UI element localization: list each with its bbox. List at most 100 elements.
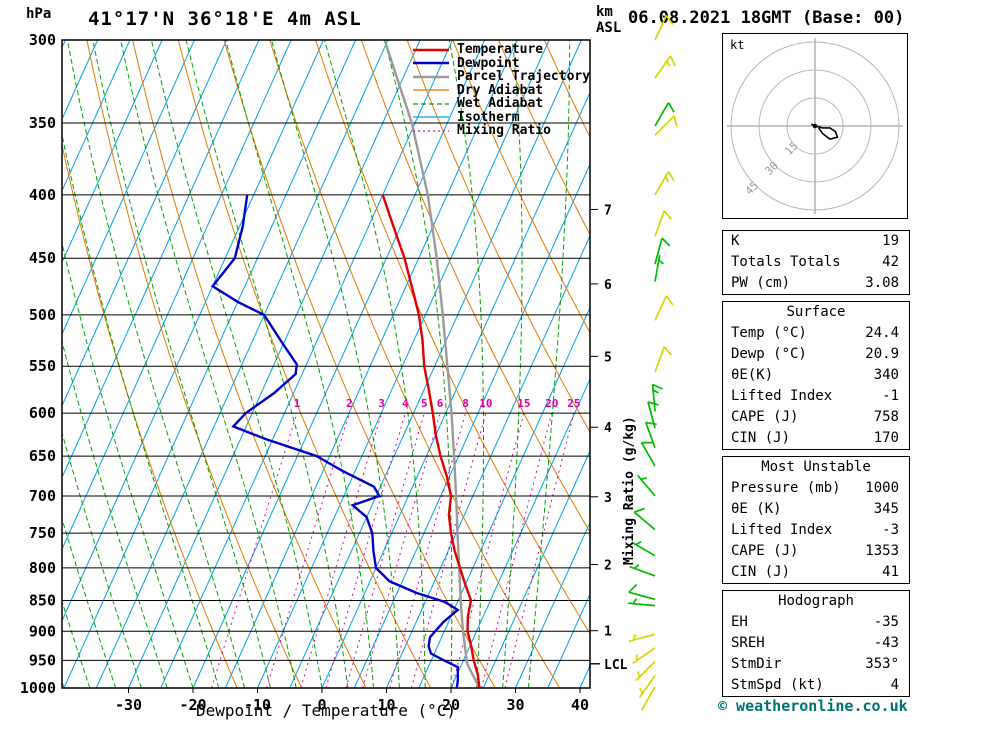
wind-barb [645,421,657,449]
wind-barb [640,686,656,711]
stat-table: Surface Temp (°C) 24.4 Dewp (°C) 20.9 θE(K) 34… [722,301,910,450]
pressure-gridlines [62,39,590,689]
stat-value: 3.08 [865,275,899,291]
stat-row: CAPE (J) 758 [723,407,909,428]
svg-text:400: 400 [29,186,56,204]
svg-text:650: 650 [29,447,56,465]
chart-title: 41°17'N 36°18'E 4m ASL [88,8,362,30]
svg-text:0: 0 [317,696,326,714]
plot-border [61,39,591,689]
stat-table-title: Surface [786,304,846,320]
stat-row: PW (cm) 3.08 [723,273,909,294]
chart-legend: Temperature Dewpoint Parcel Trajectory Dry … [412,42,590,138]
legend-swatch [413,48,449,51]
wind-barb [654,102,675,127]
stat-row: EH -35 [723,612,909,633]
legend-item: Dry Adiabat [412,83,590,98]
stat-row: StmDir 353° [723,654,909,675]
wind-barb [651,383,663,412]
stat-label: Totals Totals [731,254,841,270]
svg-text:5: 5 [421,397,428,410]
stat-value: 41 [882,564,899,580]
svg-text:8: 8 [462,397,469,410]
stat-table: Hodograph EH -35 SREH -43 StmDir 353° StmSpd (k… [722,590,910,697]
svg-text:-20: -20 [179,696,206,714]
stat-value: 42 [882,254,899,270]
stat-value: 1000 [865,480,899,496]
hodograph-origin-dot [812,123,818,129]
stat-label: CIN (J) [731,564,791,580]
svg-text:450: 450 [29,249,56,267]
legend-item: Mixing Ratio [412,123,590,138]
wind-barb [654,237,671,265]
stat-label: StmSpd (kt) [731,677,824,693]
svg-text:-30: -30 [115,696,142,714]
stat-label: EH [731,614,748,630]
temperature-tick-labels: -30 -20 -10 0 10 20 30 40 [115,688,589,714]
wind-barb [632,647,656,664]
stat-row: K 19 [723,231,909,252]
stat-row: Temp (°C) 24.4 [723,323,909,344]
stat-value: 24.4 [865,325,899,341]
wind-barb [654,346,672,373]
mixing-ratio-axis-title: Mixing Ratio (g/kg) [622,416,637,565]
stat-value: 4 [890,677,899,693]
wind-barb [628,598,656,607]
stat-label: Dewp (°C) [731,346,807,362]
stat-table-title: Most Unstable [761,459,871,475]
wind-barb [636,474,656,497]
stat-table-title: Hodograph [778,593,854,609]
stat-label: CIN (J) [731,430,791,446]
legend-item: Isotherm [412,110,590,125]
wind-barb [629,563,656,577]
stat-table: K 19 Totals Totals 42 PW (cm) 3.08 [722,230,910,295]
wind-barb [654,55,676,79]
svg-text:800: 800 [29,559,56,577]
svg-text:750: 750 [29,524,56,542]
asl-label: ASL [596,20,622,36]
stat-label: StmDir [731,656,782,672]
wind-barb [654,15,674,41]
svg-text:40: 40 [571,696,589,714]
mixing-ratio-lines [211,412,575,688]
svg-text:10: 10 [479,397,492,410]
stat-row: StmSpd (kt) 4 [723,675,909,696]
stat-value: -1 [882,388,899,404]
sounding-profiles [210,40,481,688]
svg-text:-10: -10 [244,696,271,714]
stat-row: SREH -43 [723,633,909,654]
stat-label: K [731,233,740,249]
svg-text:4: 4 [604,421,612,436]
svg-text:15: 15 [517,397,530,410]
temperature-curve [381,194,481,688]
stat-row: Lifted Index -1 [723,386,909,407]
svg-text:20: 20 [545,397,558,410]
wind-barb [654,254,664,282]
stat-value: -43 [873,635,899,651]
stat-value: 170 [873,430,899,446]
stat-value: 20.9 [865,346,899,362]
legend-swatch [413,62,449,65]
isotherms [62,40,590,688]
svg-text:1: 1 [604,625,612,640]
svg-text:350: 350 [29,114,56,132]
svg-text:25: 25 [567,397,580,410]
legend-item: Dewpoint [412,56,590,71]
stat-label: θE(K) [731,367,774,383]
svg-text:3: 3 [378,397,385,410]
hodograph-ring [786,97,844,155]
wind-barb [628,583,656,601]
hodograph-ring [758,69,872,183]
stat-row: θE(K) 340 [723,365,909,386]
stat-row: CAPE (J) 1353 [723,541,909,562]
wind-barb [638,675,656,699]
stat-label: CAPE (J) [731,409,799,425]
stat-row: θE (K) 345 [723,499,909,520]
wind-barb [631,540,656,557]
stat-label: SREH [731,635,765,651]
svg-text:900: 900 [29,622,56,640]
svg-text:1000: 1000 [20,679,56,697]
stat-row: CIN (J) 170 [723,428,909,449]
